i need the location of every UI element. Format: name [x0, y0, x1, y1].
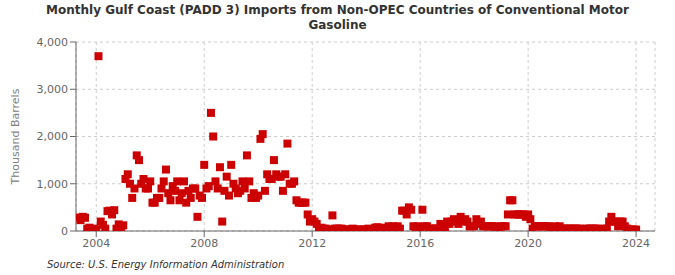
svg-text:2008: 2008 [190, 237, 218, 250]
svg-text:4,000: 4,000 [37, 36, 69, 49]
svg-text:2004: 2004 [82, 237, 110, 250]
svg-text:2024: 2024 [622, 237, 650, 250]
svg-text:2016: 2016 [406, 237, 434, 250]
svg-text:2012: 2012 [298, 237, 326, 250]
svg-text:2020: 2020 [514, 237, 542, 250]
svg-text:3,000: 3,000 [37, 83, 69, 96]
svg-text:Thousand Barrels: Thousand Barrels [9, 88, 22, 185]
html-text:Source: U.S. Energy Informatio: Source: U.S. Energy Information Administ… [47, 259, 285, 270]
html-text:Gasoline: Gasoline [308, 18, 367, 32]
html-text:Monthly Gulf Coast (PADD 3) Im: Monthly Gulf Coast (PADD 3) Imports from… [46, 3, 629, 17]
svg-text:2,000: 2,000 [37, 130, 69, 143]
svg-text:1,000: 1,000 [37, 178, 69, 191]
svg-text:0: 0 [61, 225, 68, 238]
